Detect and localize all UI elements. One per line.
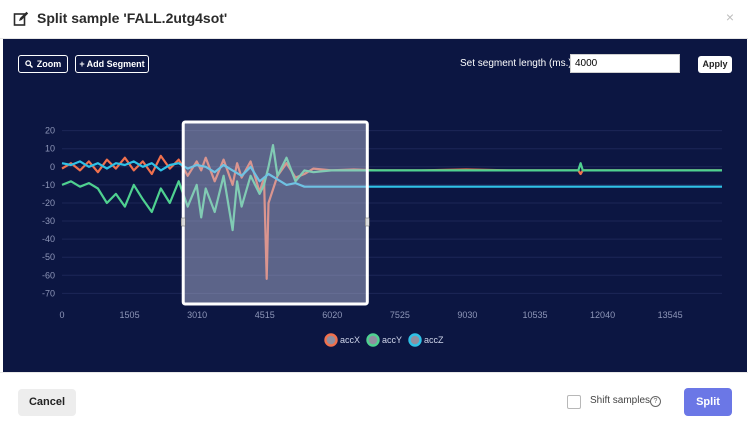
legend-label: accX [340, 335, 360, 345]
series-line-accY [61, 144, 722, 232]
segment-handle-left[interactable] [180, 217, 186, 227]
help-icon[interactable]: ? [650, 396, 661, 407]
add-segment-label: Add Segment [86, 59, 145, 69]
legend-marker [324, 333, 338, 347]
modal-footer [0, 372, 748, 434]
y-tick-label: -70 [42, 288, 55, 298]
y-tick-label: -30 [42, 216, 55, 226]
x-tick-label: 3010 [187, 310, 207, 320]
segment-length-input[interactable] [570, 54, 680, 73]
series-line-accZ [61, 160, 722, 188]
search-icon [25, 56, 33, 72]
y-tick-label: -60 [42, 270, 55, 280]
zoom-button[interactable]: Zoom [18, 55, 68, 73]
modal-header: Split sample 'FALL.2utg4sot' × [0, 0, 748, 39]
legend-item-accX[interactable]: accX [324, 333, 361, 347]
legend-marker [408, 333, 422, 347]
y-tick-label: -20 [42, 198, 55, 208]
x-tick-label: 12040 [590, 310, 615, 320]
legend-item-accZ[interactable]: accZ [408, 333, 445, 347]
x-tick-label: 6020 [322, 310, 342, 320]
cancel-button[interactable]: Cancel [18, 389, 76, 416]
x-tick-label: 10535 [522, 310, 547, 320]
segment-length-label: Set segment length (ms.): [460, 58, 575, 69]
shift-samples-checkbox[interactable] [567, 395, 581, 409]
modal-title: Split sample 'FALL.2utg4sot' [37, 10, 228, 26]
legend-label: accZ [424, 335, 444, 345]
add-segment-button[interactable]: + Add Segment [75, 55, 149, 73]
split-button[interactable]: Split [684, 388, 732, 416]
series-line-accX [61, 154, 722, 280]
y-tick-label: -40 [42, 234, 55, 244]
x-tick-label: 13545 [658, 310, 683, 320]
apply-button[interactable]: Apply [698, 56, 732, 73]
y-tick-label: -50 [42, 252, 55, 262]
segment-selection[interactable] [181, 120, 369, 306]
x-tick-label: 0 [59, 310, 64, 320]
legend-marker [366, 333, 380, 347]
y-tick-label: 20 [45, 126, 55, 136]
x-tick-label: 1505 [120, 310, 140, 320]
shift-samples-label: Shift samples [590, 395, 651, 406]
segment-handle-right[interactable] [365, 217, 370, 227]
y-tick-label: -10 [42, 180, 55, 190]
x-tick-label: 4515 [255, 310, 275, 320]
edit-icon [13, 11, 29, 26]
sensor-line-chart: 20 10 0 -10 -20 -30 -40 -50 -60 -70 0 1505 3010 4515… [42, 120, 722, 347]
chart-panel [3, 39, 747, 372]
legend-item-accY[interactable]: accY [366, 333, 403, 347]
close-icon[interactable]: × [725, 9, 734, 25]
zoom-label: Zoom [36, 59, 62, 69]
y-tick-label: 10 [45, 144, 55, 154]
x-tick-label: 9030 [457, 310, 477, 320]
legend-label: accY [382, 335, 402, 345]
plus-icon: + [79, 59, 85, 69]
x-tick-label: 7525 [390, 310, 410, 320]
y-tick-label: 0 [50, 162, 55, 172]
